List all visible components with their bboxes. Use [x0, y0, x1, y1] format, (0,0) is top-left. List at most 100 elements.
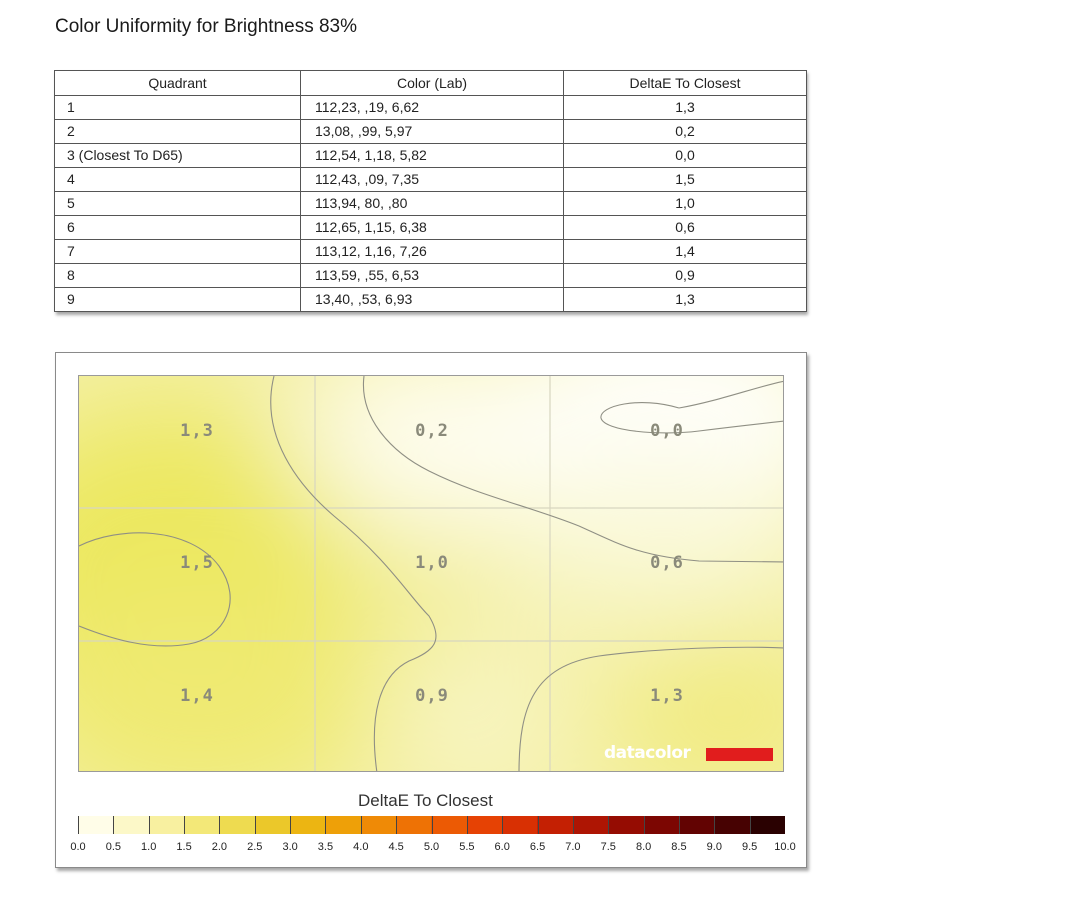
color-scale-bar — [78, 816, 785, 834]
heatmap-cell-label: 1,3 — [180, 421, 214, 441]
color-scale-tick-label: 7.5 — [600, 841, 616, 853]
lab-cell: 13,40, ,53, 6,93 — [300, 287, 564, 312]
color-scale-tick — [148, 816, 150, 834]
lab-cell: 112,65, 1,15, 6,38 — [300, 215, 564, 240]
color-scale-tick-label: 2.0 — [211, 841, 228, 853]
quadrant-cell: 2 — [54, 119, 301, 144]
contour-line — [600, 380, 783, 434]
color-scale-tick-label: 0.5 — [105, 841, 121, 853]
table-row: 5 113,94, 80, ,80 1,0 — [54, 191, 807, 216]
lab-cell: 112,43, ,09, 7,35 — [300, 167, 564, 192]
color-scale-segment — [325, 816, 361, 834]
table-row: 1 112,23, ,19, 6,62 1,3 — [54, 95, 807, 120]
color-scale-tick-label: 1.5 — [176, 841, 192, 853]
color-scale-tick-label: 10.0 — [774, 841, 796, 853]
heatmap-cell-label: 1,4 — [180, 686, 214, 706]
lab-cell: 112,54, 1,18, 5,82 — [300, 143, 564, 168]
color-scale-segment — [360, 816, 397, 834]
color-scale-tick-label: 6.0 — [494, 841, 510, 853]
table-row: 7 113,12, 1,16, 7,26 1,4 — [54, 239, 807, 264]
table-row: 2 13,08, ,99, 5,97 0,2 — [54, 119, 807, 144]
color-scale-tick-label: 5.0 — [423, 841, 440, 853]
color-scale-tick-label: 4.5 — [388, 841, 404, 853]
color-scale-ticks — [78, 816, 785, 834]
color-scale-tick — [572, 816, 574, 834]
color-scale-segment — [148, 816, 185, 834]
color-scale-tick-label: 9.0 — [706, 841, 722, 853]
color-scale-tick-label: 5.5 — [459, 841, 475, 853]
color-scale-tick-label: 3.0 — [282, 841, 298, 853]
heatmap-cell-label: 0,6 — [650, 553, 684, 573]
color-scale-tick — [678, 816, 680, 834]
table-row: 6 112,65, 1,15, 6,38 0,6 — [54, 215, 807, 240]
color-scale-tick-label: 8.0 — [635, 841, 652, 853]
lab-cell: 13,08, ,99, 5,97 — [300, 119, 564, 144]
color-scale-tick-label: 7.0 — [565, 841, 581, 853]
deltae-cell: 1,0 — [563, 191, 807, 216]
heatmap-cell-label: 1,3 — [650, 686, 684, 706]
table-header-row: Quadrant Color (Lab) DeltaE To Closest — [54, 70, 807, 96]
color-scale-segment — [537, 816, 573, 834]
heatmap-cell-label: 0,9 — [415, 686, 449, 706]
header-deltae: DeltaE To Closest — [563, 70, 807, 96]
color-scale-segment — [184, 816, 220, 834]
heatmap-cell-label: 0,0 — [650, 421, 684, 441]
color-scale-tick-label: 4.0 — [353, 841, 369, 853]
deltae-cell: 1,5 — [563, 167, 807, 192]
heatmap-cell-label: 1,5 — [180, 553, 214, 573]
color-scale-segment — [643, 816, 679, 834]
color-scale-segment — [113, 816, 149, 834]
quadrant-cell: 3 (Closest To D65) — [54, 143, 301, 168]
color-scale-tick — [608, 816, 610, 834]
header-color-lab: Color (Lab) — [300, 70, 564, 96]
heatmap-cell-label: 0,2 — [415, 421, 449, 441]
quadrant-cell: 5 — [54, 191, 301, 216]
color-scale-segment — [714, 816, 750, 834]
lab-cell: 113,59, ,55, 6,53 — [300, 263, 564, 288]
color-scale-tick — [466, 816, 468, 834]
color-scale-tick — [325, 816, 327, 834]
quadrant-cell: 4 — [54, 167, 301, 192]
contour-line — [518, 646, 783, 771]
table-row: 8 113,59, ,55, 6,53 0,9 — [54, 263, 807, 288]
uniformity-table: Quadrant Color (Lab) DeltaE To Closest 1… — [54, 70, 807, 312]
color-scale-tick — [714, 816, 716, 834]
color-scale-tick-label: 2.5 — [247, 841, 263, 853]
color-scale-segment — [431, 816, 467, 834]
lab-cell: 113,12, 1,16, 7,26 — [300, 239, 564, 264]
color-scale-segment — [608, 816, 644, 834]
color-scale-tick-label: 3.5 — [317, 841, 334, 853]
color-scale-tick — [113, 816, 115, 834]
uniformity-heatmap: 1,3 0,2 0,0 1,5 1,0 0,6 1,4 0,9 1,3 — [78, 375, 784, 772]
color-scale-tick — [290, 816, 292, 834]
contour-line — [362, 376, 783, 563]
deltae-cell: 1,3 — [563, 95, 807, 120]
color-scale-tick-label: 0.0 — [70, 841, 86, 853]
color-scale-tick — [184, 816, 186, 834]
color-scale-tick — [502, 816, 504, 834]
color-scale-tick — [254, 816, 256, 834]
color-scale-tick-label: 6.5 — [529, 841, 546, 853]
color-scale-segment — [466, 816, 503, 834]
deltae-cell: 0,6 — [563, 215, 807, 240]
color-scale-tick — [431, 816, 433, 834]
quadrant-cell: 9 — [54, 287, 301, 312]
quadrant-cell: 8 — [54, 263, 301, 288]
contour-line — [270, 376, 437, 771]
table-row: 4 112,43, ,09, 7,35 1,5 — [54, 167, 807, 192]
table-row: 9 13,40, ,53, 6,93 1,3 — [54, 287, 807, 312]
color-scale-segment — [572, 816, 609, 834]
color-scale-segment — [254, 816, 291, 834]
color-scale-segment — [219, 816, 255, 834]
color-scale-tick — [537, 816, 539, 834]
heatmap-cell-label: 1,0 — [415, 553, 449, 573]
color-scale-tick — [749, 816, 751, 834]
contour-lines — [79, 376, 783, 771]
color-scale-tick — [219, 816, 221, 834]
quadrant-cell: 6 — [54, 215, 301, 240]
deltae-cell: 1,4 — [563, 239, 807, 264]
deltae-cell: 0,9 — [563, 263, 807, 288]
color-scale-tick — [78, 816, 79, 834]
deltae-cell: 1,3 — [563, 287, 807, 312]
color-scale-tick — [643, 816, 645, 834]
